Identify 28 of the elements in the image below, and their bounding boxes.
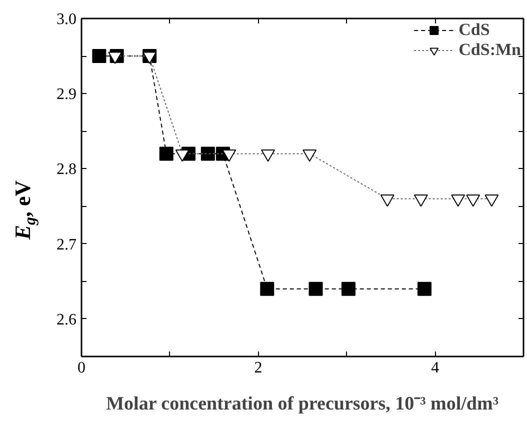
legend-label: CdS:Mn — [458, 40, 521, 60]
y-tick-label: 2.7 — [56, 236, 76, 254]
point — [159, 146, 174, 161]
point — [261, 149, 276, 162]
y-tick-label: 2.9 — [56, 86, 76, 104]
point — [417, 282, 432, 296]
point — [414, 194, 428, 207]
point — [302, 149, 317, 162]
point — [108, 52, 122, 64]
point — [222, 149, 236, 162]
x-tick-label: 2 — [254, 360, 262, 376]
point — [484, 194, 499, 207]
point — [466, 194, 480, 207]
point — [380, 194, 394, 207]
point — [308, 282, 323, 296]
legend-label: CdS — [458, 20, 490, 40]
y-tick-label: 2.6 — [56, 311, 76, 328]
x-axis-title: Molar concentration of precursors, 10⁻³ mol/dm³ — [106, 394, 499, 414]
point — [260, 282, 274, 296]
y-tick-label: 3.0 — [56, 11, 76, 28]
point — [200, 146, 215, 161]
point — [451, 194, 466, 207]
point — [175, 149, 190, 162]
point — [142, 52, 157, 64]
x-tick-label: 4 — [431, 360, 440, 376]
x-tick-label: 0 — [78, 360, 86, 376]
point — [341, 282, 356, 296]
y-tick-label: 2.8 — [56, 161, 76, 178]
